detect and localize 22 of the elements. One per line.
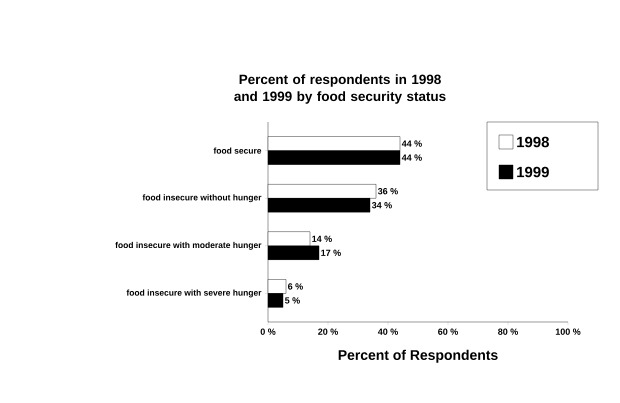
data-label: 17 %	[321, 250, 341, 256]
x-tick-label: 40 %	[378, 328, 398, 335]
x-tick-label: 20 %	[318, 328, 338, 335]
data-label: 44 %	[402, 140, 422, 147]
legend-label: 1998	[517, 136, 549, 148]
x-tick-label: 60 %	[438, 328, 458, 335]
data-label: 36 %	[378, 188, 398, 194]
y-tick-label: food secure	[214, 147, 262, 154]
chart-title: Percent of respondents in 1998 and 1999 by food security status	[234, 74, 446, 104]
data-label: 5 %	[284, 297, 300, 304]
x-tick-label: 100 %	[556, 328, 580, 335]
x-tick-label: 80 %	[498, 328, 518, 335]
x-tick-label: 0 %	[260, 328, 276, 335]
data-label: 44 %	[402, 154, 422, 161]
x-axis-title: Percent of Respondents	[338, 350, 498, 363]
legend-label: 1999	[517, 166, 549, 178]
data-label: 14 %	[312, 236, 332, 242]
data-label: 34 %	[372, 202, 392, 208]
y-tick-label: food insecure with moderate hunger	[115, 242, 262, 250]
data-label: 6 %	[288, 283, 303, 290]
y-tick-label: food insecure with severe hunger	[126, 289, 262, 298]
y-tick-label: food insecure without hunger	[142, 194, 262, 202]
